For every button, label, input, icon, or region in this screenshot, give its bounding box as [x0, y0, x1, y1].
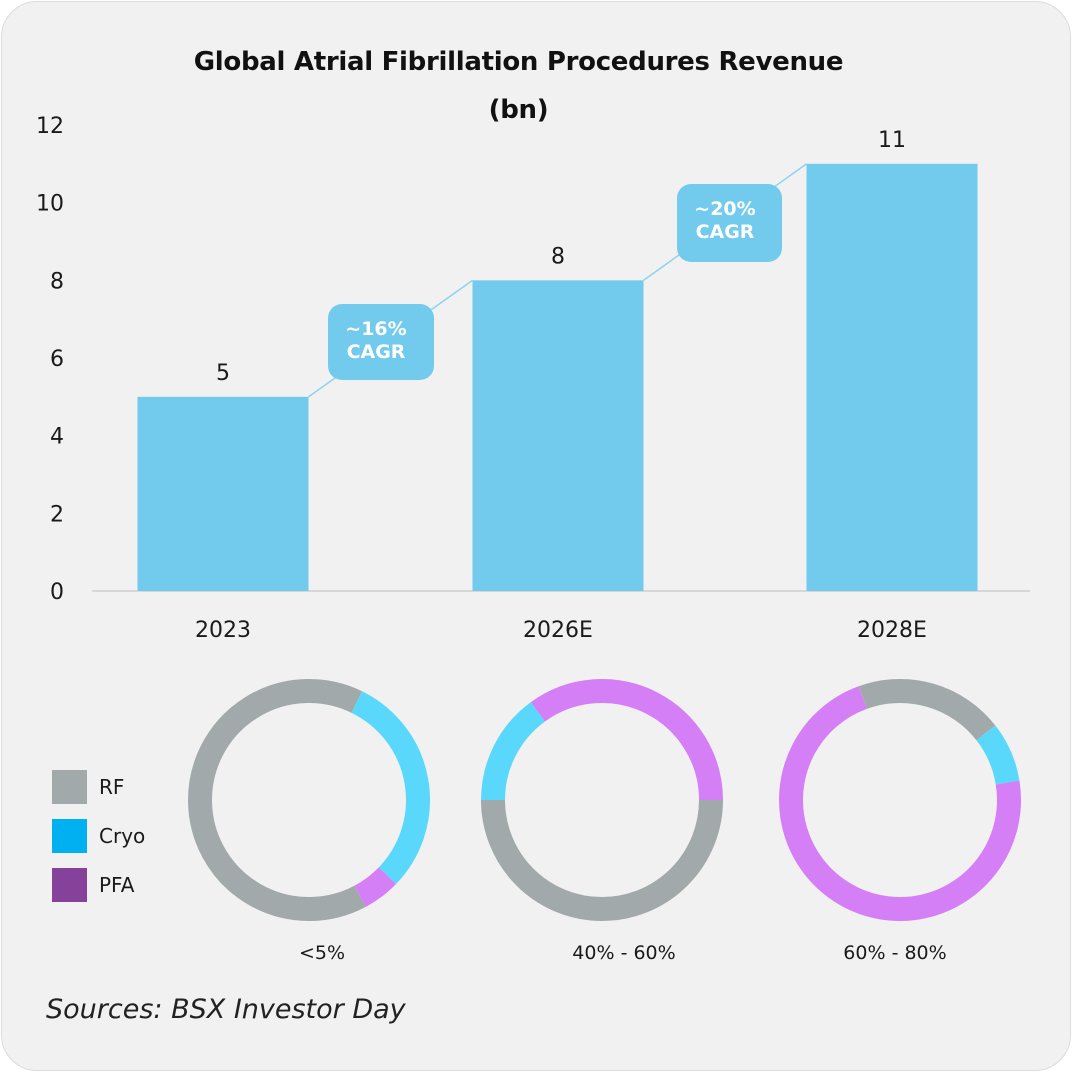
legend-label-rf: RF — [99, 774, 125, 799]
donut-label-2023: <5% — [298, 942, 346, 964]
y-tick-label-0: 0 — [50, 580, 64, 605]
bar-2023 — [137, 396, 309, 591]
donut-2028e-segment-cryo — [976, 725, 1020, 785]
cagr-badge-2-rate: ~20% — [694, 198, 755, 220]
x-tick-label-2023: 2023 — [195, 618, 251, 643]
legend-swatch-rf — [52, 769, 87, 804]
chart-title-line1: Global Atrial Fibrillation Procedures Re… — [193, 47, 844, 77]
y-tick-label-10: 10 — [36, 192, 64, 217]
y-tick-label-8: 8 — [50, 269, 64, 294]
cagr-badge-1-label: CAGR — [347, 341, 406, 363]
legend-item-rf: RF — [52, 762, 145, 811]
cagr-badge-1-rate: ~16% — [345, 318, 406, 340]
x-tick-label-2028e: 2028E — [857, 618, 927, 643]
y-tick-label-6: 6 — [50, 347, 64, 372]
donut-2028e-segment-pfa — [779, 686, 1021, 921]
donut-2028e-segment-rf — [858, 679, 996, 741]
legend-item-cryo: Cryo — [52, 811, 145, 860]
donut-label-2028e: 60% - 80% — [843, 942, 947, 964]
donut-legend: RF Cryo PFA — [52, 762, 145, 909]
donut-2023-segment-pfa — [354, 867, 397, 907]
cagr-badge-2 — [677, 184, 782, 262]
legend-label-pfa: PFA — [99, 872, 135, 897]
cagr-badge-1 — [328, 304, 434, 380]
legend-item-pfa: PFA — [52, 860, 145, 909]
chart-title: Global Atrial Fibrillation Procedures Re… — [2, 38, 1035, 134]
legend-swatch-pfa — [52, 867, 87, 902]
donut-2023-segment-rf — [188, 679, 366, 921]
cagr-badge-2-label: CAGR — [696, 221, 755, 243]
donut-2026e-segment-pfa — [530, 679, 723, 801]
legend-label-cryo: Cryo — [99, 823, 146, 848]
y-tick-label-12: 12 — [36, 114, 64, 139]
donut-label-2026e: 40% - 60% — [572, 942, 676, 964]
y-tick-label-4: 4 — [50, 425, 64, 450]
data-label-2026e: 8 — [551, 244, 565, 269]
donut-2023-segment-cryo — [351, 691, 430, 885]
legend-swatch-cryo — [52, 818, 87, 853]
data-label-2028e: 11 — [878, 128, 906, 153]
chart-title-line2: (bn) — [488, 95, 549, 125]
donut-2026e-segment-rf — [481, 799, 723, 921]
donut-2026e-segment-cryo — [481, 702, 546, 801]
y-tick-label-2: 2 — [50, 502, 64, 527]
bar-2026e — [472, 280, 644, 591]
x-tick-label-2026e: 2026E — [523, 618, 593, 643]
data-label-2023: 5 — [216, 361, 230, 386]
sources-note: Sources: BSX Investor Day — [46, 994, 406, 1025]
bar-2028e — [806, 163, 978, 592]
